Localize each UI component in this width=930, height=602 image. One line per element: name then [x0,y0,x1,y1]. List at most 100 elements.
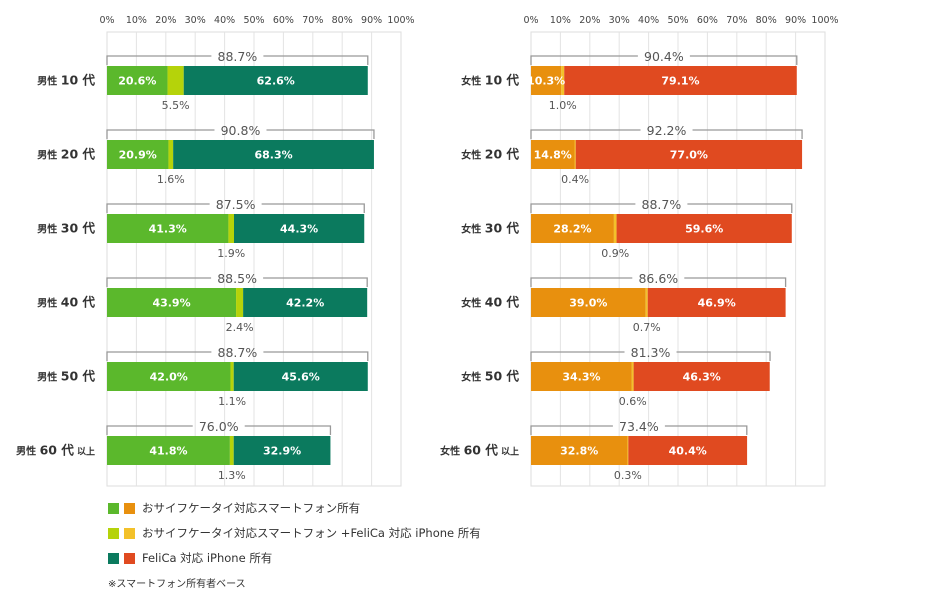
total-label: 86.6% [638,271,678,286]
category-age: 50 代 [61,369,96,384]
footnote: ※スマートフォン所有者ベース [108,579,246,590]
data-label: 5.5% [162,99,190,112]
tick-label: 30% [609,15,630,26]
data-label: 0.7% [633,321,661,334]
bar-segment [564,66,797,95]
data-label: 40.4% [669,445,707,458]
total-label: 88.7% [218,49,258,64]
data-label: 1.0% [549,99,577,112]
legend-swatch [108,553,119,564]
data-label: 68.3% [254,149,292,162]
category-label: 女性 50 代 [461,369,519,384]
data-label: 0.4% [561,173,589,186]
bar-segment [233,362,368,391]
category-gender: 男性 [37,149,60,162]
bar-segment [236,288,244,317]
bar-segment [173,140,374,169]
data-label: 77.0% [670,149,708,162]
total-bracket [261,203,365,213]
legend-swatch [124,528,135,539]
bar-segment [531,436,628,465]
total-label: 88.5% [217,271,257,286]
tick-label: 0% [99,15,114,26]
data-label: 39.0% [569,297,607,310]
bar-segment [613,214,617,243]
category-label: 男性 20 代 [37,147,95,162]
total-label: 73.4% [619,419,659,434]
category-gender: 女性 [440,445,463,458]
bar-segment [229,436,234,465]
legend-swatch [108,528,119,539]
category-label: 女性 20 代 [461,147,519,162]
data-label: 41.8% [149,445,187,458]
total-bracket [266,129,375,139]
data-label: 1.6% [157,173,185,186]
bar-segment [243,288,368,317]
data-label: 42.0% [150,371,188,384]
data-label: 10.3% [527,75,565,88]
tick-label: 60% [697,15,718,26]
category-age: 60 代 [40,443,75,458]
legend-label: おサイフケータイ対応スマートフォン +FeliCa 対応 iPhone 所有 [142,526,481,540]
tick-label: 70% [726,15,747,26]
data-label: 0.9% [601,247,629,260]
bar-segment [531,288,646,317]
total-bracket [106,129,215,139]
tick-label: 80% [332,15,353,26]
bar-segment [531,66,562,95]
data-label: 32.9% [263,445,301,458]
total-bracket [106,203,210,213]
category-label: 男性 60 代 以上 [16,443,95,458]
category-gender: 女性 [461,75,484,88]
category-label: 男性 50 代 [37,369,95,384]
tick-label: 30% [185,15,206,26]
legend: おサイフケータイ対応スマートフォン所有 おサイフケータイ対応スマートフォン +F… [108,500,628,575]
bar-segment [575,140,803,169]
tick-label: 20% [155,15,176,26]
total-bracket [263,351,369,361]
bar-segment [107,362,231,391]
data-label: 34.3% [562,371,600,384]
bar-segment [233,436,331,465]
tick-label: 20% [579,15,600,26]
total-label: 81.3% [631,345,671,360]
total-bracket [530,55,638,65]
data-label: 62.6% [257,75,295,88]
data-label: 1.3% [218,469,246,482]
tick-label: 100% [387,15,414,26]
tick-label: 80% [756,15,777,26]
legend-item: おサイフケータイ対応スマートフォン +FeliCa 対応 iPhone 所有 [108,525,628,550]
total-bracket [664,425,748,435]
data-label: 14.8% [534,149,572,162]
category-label: 女性 30 代 [461,221,519,236]
category-age: 50 代 [485,369,520,384]
bar-segment [645,288,648,317]
bar-segment [616,214,792,243]
data-label: 46.3% [683,371,721,384]
data-label: 2.4% [226,321,254,334]
tick-label: 10% [126,15,147,26]
category-label: 男性 10 代 [37,73,95,88]
bar-segment [107,140,169,169]
total-bracket [692,129,803,139]
data-label: 44.3% [280,223,318,236]
tick-label: 90% [361,15,382,26]
data-label: 20.9% [119,149,157,162]
total-bracket [244,425,332,435]
tick-label: 100% [811,15,838,26]
category-gender: 女性 [461,149,484,162]
bar-segment [627,436,629,465]
category-label: 男性 30 代 [37,221,95,236]
legend-swatch [124,553,135,564]
bar-segment [574,140,576,169]
total-bracket [106,277,212,287]
total-bracket [106,425,193,435]
category-gender: 男性 [37,297,60,310]
category-gender: 女性 [461,371,484,384]
tick-label: 50% [243,15,264,26]
total-label: 88.7% [642,197,682,212]
total-bracket [676,351,771,361]
tick-label: 10% [550,15,571,26]
category-label: 女性 40 代 [461,295,519,310]
category-suffix: 以上 [74,446,95,458]
